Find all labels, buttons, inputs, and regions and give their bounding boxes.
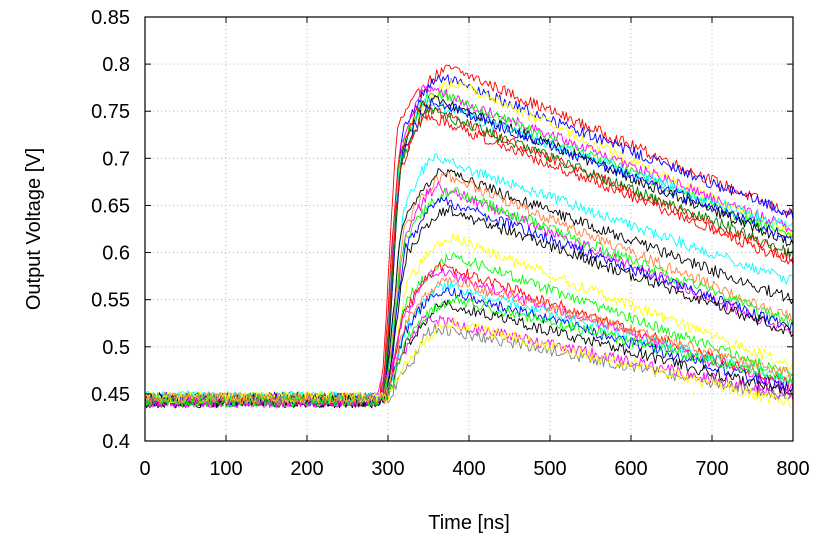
y-tick-label: 0.85: [91, 7, 130, 29]
series-line-trace-25: [144, 299, 794, 407]
x-tick-label: 200: [290, 458, 323, 480]
x-tick-label: 0: [139, 458, 150, 480]
y-tick-label: 0.55: [91, 290, 130, 312]
y-tick-label: 0.7: [102, 148, 130, 170]
x-tick-label: 600: [614, 458, 647, 480]
x-tick-label: 300: [371, 458, 404, 480]
y-tick-label: 0.8: [102, 54, 130, 76]
y-tick-label: 0.45: [91, 384, 130, 406]
tick-marks: [144, 16, 794, 442]
y-tick-label: 0.5: [102, 337, 130, 359]
y-tick-label: 0.6: [102, 243, 130, 265]
x-axis-title: Time [ns]: [428, 512, 510, 534]
x-tick-labels: 0 100 200 300 400 500 600 700 800: [139, 458, 809, 480]
y-tick-label: 0.65: [91, 195, 130, 217]
y-tick-label: 0.4: [102, 431, 130, 453]
y-tick-labels: 0.4 0.45 0.5 0.55 0.6 0.65 0.7 0.75 0.8 0.85: [91, 7, 130, 453]
series-line-trace-19: [144, 232, 794, 403]
x-tick-label: 800: [776, 458, 809, 480]
plot-traces: [144, 64, 794, 409]
y-axis-title: Output Voltage [V]: [23, 148, 45, 310]
x-tick-label: 700: [695, 458, 728, 480]
series-line-trace-30: [144, 276, 794, 405]
x-tick-label: 100: [209, 458, 242, 480]
y-tick-label: 0.75: [91, 101, 130, 123]
x-tick-label: 400: [452, 458, 485, 480]
x-tick-label: 500: [533, 458, 566, 480]
